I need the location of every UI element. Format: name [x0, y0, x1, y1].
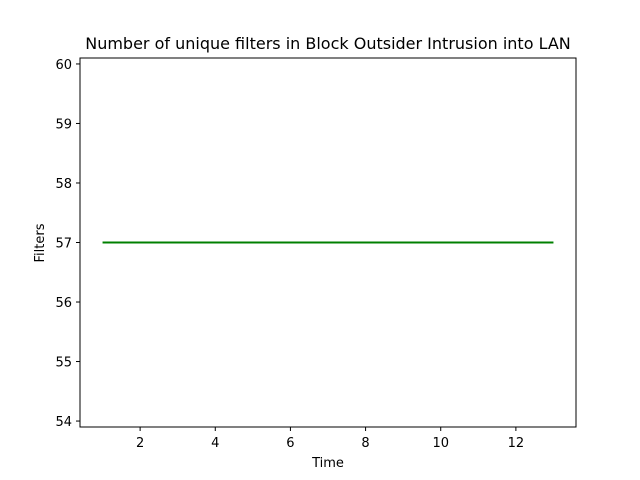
y-tick-label: 56	[55, 296, 72, 311]
y-tick-label: 60	[55, 58, 72, 73]
x-axis-title: Time	[311, 456, 344, 471]
y-axis-title: Filters	[33, 223, 48, 262]
x-tick-label: 10	[432, 436, 449, 451]
x-tick-label: 2	[136, 436, 144, 451]
y-tick-label: 57	[55, 237, 72, 252]
y-tick-label: 55	[55, 356, 72, 371]
x-tick-label: 12	[508, 436, 525, 451]
y-tick-label: 58	[55, 177, 72, 192]
x-tick-label: 6	[286, 436, 294, 451]
x-tick-label: 4	[211, 436, 219, 451]
y-tick-label: 59	[55, 117, 72, 132]
y-tick-label: 54	[55, 415, 72, 430]
chart-title: Number of unique filters in Block Outsid…	[85, 34, 571, 53]
x-tick-label: 8	[361, 436, 369, 451]
